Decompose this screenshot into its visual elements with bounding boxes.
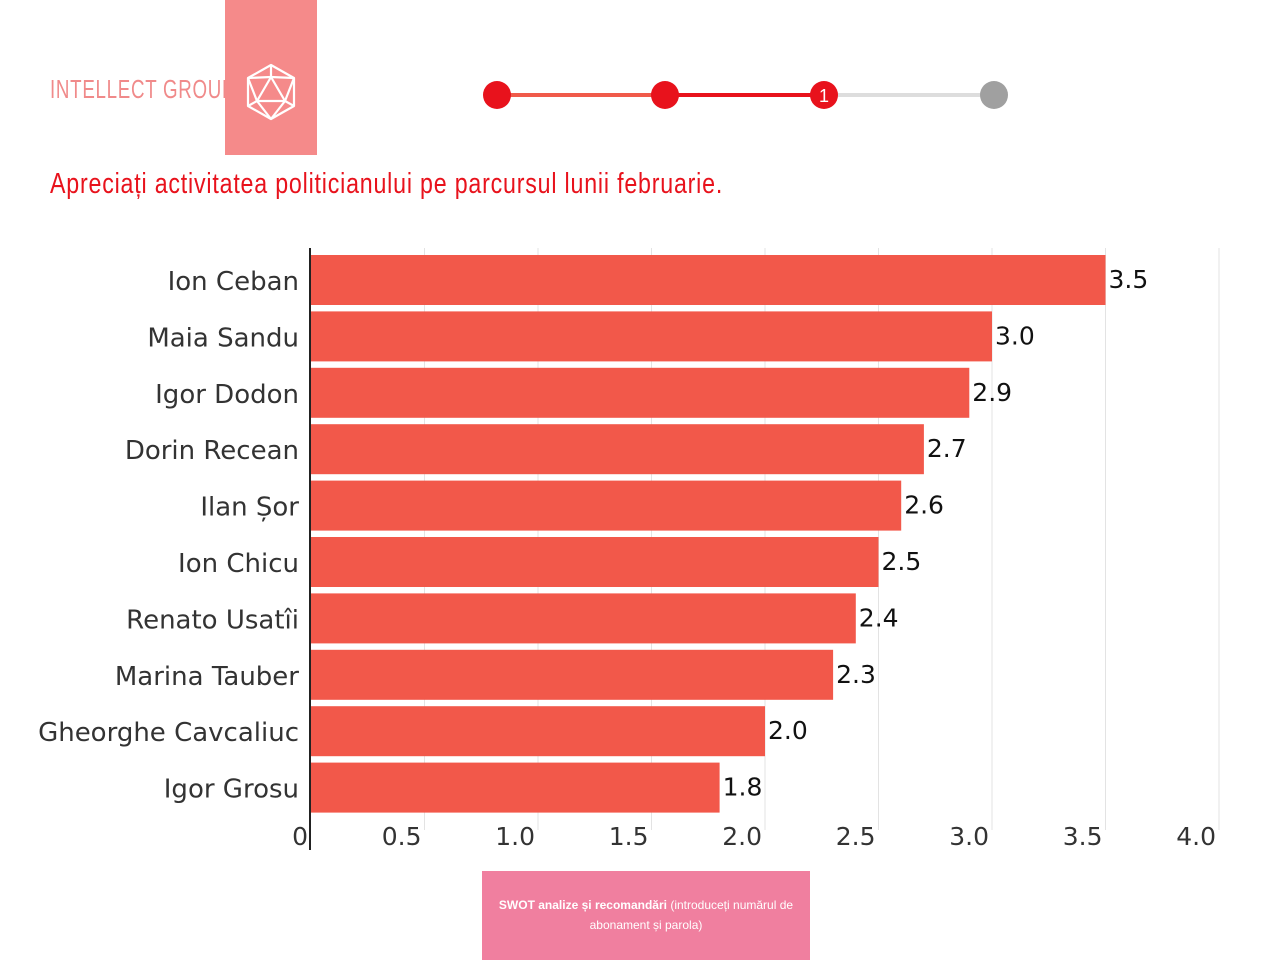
category-label: Igor Grosu xyxy=(164,775,299,805)
category-label: Renato Usatîi xyxy=(126,605,299,635)
tick-label: 3.5 xyxy=(1063,822,1103,851)
bar xyxy=(311,311,992,362)
category-label: Ion Ceban xyxy=(168,267,299,297)
tick-label: 3.0 xyxy=(949,822,989,851)
progress-step-2[interactable] xyxy=(651,81,679,109)
category-label: Maia Sandu xyxy=(147,323,299,353)
question-title: Apreciați activitatea politicianului pe … xyxy=(50,168,724,200)
tick-label: 1.0 xyxy=(495,822,535,851)
progress-step-3[interactable] xyxy=(810,81,838,109)
swot-button-rest: (introduceți numărul de abonament și par… xyxy=(589,898,794,932)
tick-label: 1.5 xyxy=(609,822,649,851)
icosahedron-icon xyxy=(246,63,296,121)
category-label: Marina Tauber xyxy=(115,662,299,692)
category-label: Ilan Șor xyxy=(200,493,299,523)
value-label: 2.4 xyxy=(859,603,899,632)
bar xyxy=(311,480,902,531)
bar xyxy=(311,706,765,757)
bar xyxy=(311,255,1106,305)
tick-label: 2.5 xyxy=(836,822,876,851)
category-label: Gheorghe Cavcaliuc xyxy=(38,718,299,748)
value-label: 3.5 xyxy=(1109,265,1149,294)
value-label: 2.7 xyxy=(927,434,967,463)
brand-name: INTELLECT GROUP xyxy=(50,74,236,104)
tick-label: 0.5 xyxy=(382,822,422,851)
tick-label: 2.0 xyxy=(722,822,762,851)
bar-chart: Ion Ceban 3.5 Maia Sandu 3.0 Igor Dodon 2.9 Do… xyxy=(38,248,1220,851)
value-label: 1.8 xyxy=(723,773,763,802)
category-label: Ion Chicu xyxy=(178,549,299,579)
progress-step-4[interactable] xyxy=(980,81,1008,109)
bar xyxy=(311,649,834,700)
bar xyxy=(311,424,924,475)
bar xyxy=(311,537,879,587)
logo xyxy=(225,0,317,155)
progress-step-1[interactable] xyxy=(483,81,511,109)
value-label: 2.6 xyxy=(904,491,944,520)
category-label: Igor Dodon xyxy=(155,380,299,410)
value-label: 3.0 xyxy=(995,321,1035,350)
swot-button-bold: SWOT analize și recomandări xyxy=(498,898,667,912)
progress-stepper: 1 xyxy=(483,81,1008,109)
tick-label: 0 xyxy=(292,822,308,851)
bar xyxy=(311,367,970,418)
value-label: 2.9 xyxy=(972,378,1012,407)
bar xyxy=(311,593,856,644)
bar xyxy=(311,762,720,813)
value-label: 2.3 xyxy=(836,660,876,689)
value-label: 2.0 xyxy=(768,716,808,745)
swot-button[interactable]: SWOT analize și recomandări (introduceți… xyxy=(482,871,810,960)
category-label: Dorin Recean xyxy=(125,436,299,466)
tick-label: 4.0 xyxy=(1176,822,1216,851)
value-label: 2.5 xyxy=(882,547,922,576)
